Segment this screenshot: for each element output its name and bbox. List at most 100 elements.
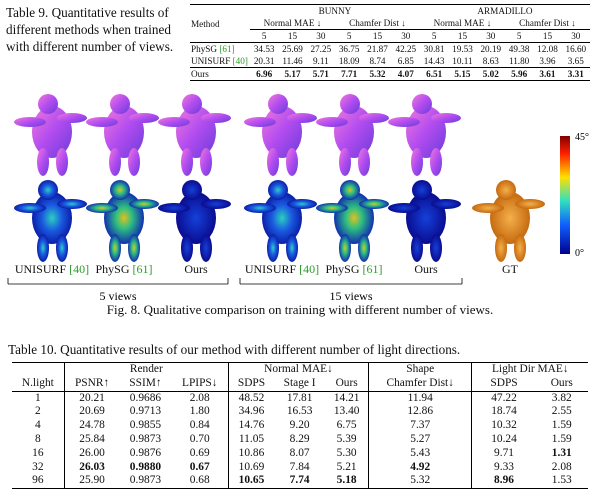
views-header: 30 <box>306 29 335 43</box>
column-header: SSIM↑ <box>119 376 172 392</box>
value-cell: 0.9880 <box>129 460 162 473</box>
method-label: UNISURF [40] <box>7 262 97 277</box>
value-cell: 17.81 <box>286 391 313 404</box>
method-name: PhySG <box>95 262 130 276</box>
method-name: Ours <box>184 262 208 276</box>
value-cell: 0.9873 <box>129 432 162 445</box>
value-cell: 12.08 <box>537 44 558 54</box>
column-header: PSNR↑ <box>63 376 120 392</box>
render-shape <box>496 180 516 200</box>
citation: [40] <box>299 262 320 276</box>
value-cell: 1.59 <box>551 419 572 432</box>
render-shape <box>316 203 348 213</box>
table-row: 96 25.90 0.9873 0.68 10.65 7.74 5.18 5.32 8.96 1.… <box>12 474 588 490</box>
render-shape <box>340 94 360 114</box>
value-cell: 20.69 <box>63 405 120 420</box>
value-cell: 5.32 <box>363 67 392 81</box>
value-cell: 5.32 <box>367 474 472 490</box>
render-shape <box>287 113 317 123</box>
value-cell: 8 <box>34 432 41 445</box>
render-shape <box>430 148 442 176</box>
citation: [40] <box>69 262 90 276</box>
method-name: UNISURF <box>191 56 231 66</box>
table-row: PhySG [61] 34.53 25.69 27.25 36.75 21.87 42.25… <box>190 43 590 56</box>
group-header: Shape <box>367 361 472 377</box>
value-cell: 5.96 <box>504 67 534 81</box>
render-shape <box>181 234 193 262</box>
table-row: Ours 6.96 5.17 5.71 7.71 5.32 4.07 6.51 5.15 5.02… <box>190 67 590 81</box>
render-shape <box>181 148 193 176</box>
colorbar-min: 0° <box>575 248 584 259</box>
value-cell: 11.46 <box>278 55 307 68</box>
figure-caption: Fig. 8. Qualitative comparison on traini… <box>106 302 494 317</box>
value-cell: 13.40 <box>333 405 360 418</box>
value-cell: 19.53 <box>452 44 473 54</box>
render-shape <box>495 234 507 262</box>
value-cell: 8.07 <box>289 446 310 459</box>
render-shape <box>411 148 423 176</box>
metric-header: Normal MAE ↓ <box>250 17 335 30</box>
render-shape <box>109 148 121 176</box>
header-row: N.light PSNR↑ SSIM↑ LPIPS↓ SDPS Stage I Ours Ch… <box>12 376 588 392</box>
value-cell: 26.00 <box>63 446 120 461</box>
render-shape <box>268 180 288 200</box>
column-header: SDPS <box>228 376 274 392</box>
table-row: 8 25.84 0.9873 0.70 11.05 8.29 5.39 5.27 10.24 1.… <box>12 432 588 447</box>
value-cell: 7.84 <box>289 460 310 473</box>
header-cell: Method <box>190 4 250 43</box>
group-header: BUNNY <box>250 4 420 17</box>
value-cell: 14.43 <box>419 55 449 68</box>
value-cell: 10.65 <box>228 474 274 490</box>
render-shape <box>316 117 348 127</box>
value-cell: 12.86 <box>367 405 472 420</box>
value-cell: 21.87 <box>367 44 388 54</box>
render-shape <box>37 234 49 262</box>
metric-header: Chamfer Dist ↓ <box>504 17 590 30</box>
views-header: 5 <box>419 29 449 43</box>
value-cell: 0.67 <box>189 460 210 473</box>
value-cell: 0.9713 <box>129 405 162 418</box>
value-cell: 1.53 <box>535 474 588 490</box>
value-cell: 4.07 <box>391 67 420 81</box>
group-header: Normal MAE↓ <box>228 361 369 377</box>
group-header: ARMADILLO <box>419 4 590 17</box>
column-header: Chamfer Dist↓ <box>367 376 472 392</box>
value-cell: 0.84 <box>189 419 210 432</box>
value-cell: 26.03 <box>63 460 120 475</box>
table-row: 16 26.00 0.9876 0.69 10.86 8.07 5.30 5.43 9.71 1.… <box>12 446 588 461</box>
value-cell: 5.21 <box>336 460 357 473</box>
value-cell: 11.05 <box>228 432 274 447</box>
render-shape <box>358 148 370 176</box>
value-cell: 8.29 <box>289 432 310 445</box>
value-cell: 36.75 <box>338 44 360 54</box>
render-shape <box>57 199 87 209</box>
render-shape <box>14 203 46 213</box>
method-name: PhySG <box>325 262 360 276</box>
value-cell: 7.37 <box>367 419 472 433</box>
render-shape <box>14 117 46 127</box>
metric-header: Normal MAE ↓ <box>419 17 505 30</box>
value-cell: 9.11 <box>306 55 335 68</box>
citation: [61] <box>219 44 235 54</box>
render-shape <box>201 113 231 123</box>
value-cell: 20.31 <box>250 55 279 68</box>
value-cell: 3.31 <box>561 67 590 81</box>
views-header: 15 <box>278 29 307 43</box>
value-cell: 30.81 <box>423 44 445 54</box>
render-shape <box>430 234 442 262</box>
citation: [40] <box>232 56 248 66</box>
value-cell: 7.74 <box>273 474 326 490</box>
render-shape <box>359 113 389 123</box>
render-shape <box>472 203 504 213</box>
value-cell: 1 <box>34 391 41 404</box>
render-shape <box>358 234 370 262</box>
value-cell: 9.33 <box>471 460 536 475</box>
method-name: GT <box>502 262 518 276</box>
value-cell: 10.86 <box>228 446 274 461</box>
value-cell: 0.9876 <box>129 446 162 459</box>
group-header: Light Dir MAE↓ <box>471 361 588 377</box>
method-label: Ours <box>151 262 241 277</box>
value-cell: 5.27 <box>367 432 472 447</box>
render-shape <box>201 199 231 209</box>
value-cell: 34.96 <box>228 405 274 420</box>
